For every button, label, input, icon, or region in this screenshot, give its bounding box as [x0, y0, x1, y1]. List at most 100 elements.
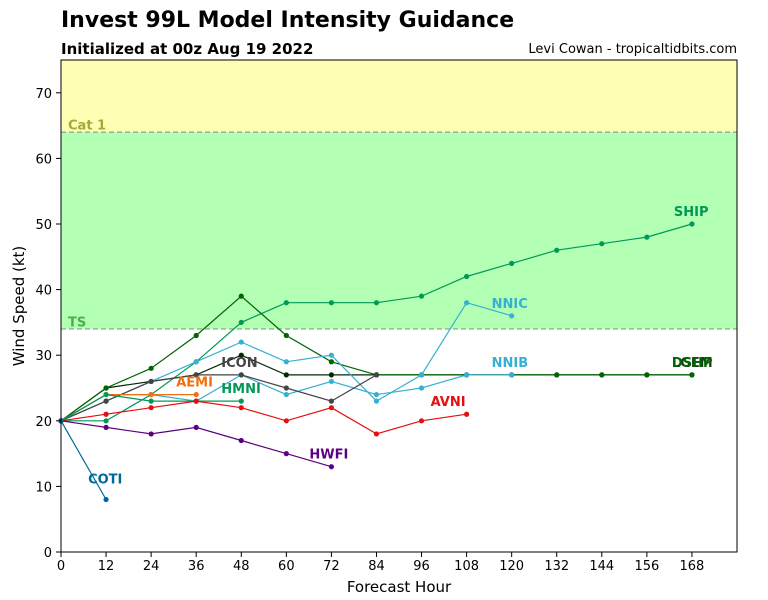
series-point-avni [103, 411, 109, 417]
x-tick-label: 36 [188, 559, 205, 574]
plot-frame [60, 59, 738, 553]
series-point-icon [328, 398, 334, 404]
series-point-dshp [554, 372, 560, 378]
series-point-nnic [418, 372, 425, 378]
series-point-hwfi [193, 424, 199, 430]
zone-label-cat-1: Cat 1 [68, 119, 106, 134]
series-point-avni [283, 418, 289, 424]
series-point-ship [644, 234, 650, 240]
chart-title: Invest 99L Model Intensity Guidance [61, 8, 515, 33]
series-point-aemi [193, 391, 199, 398]
x-tick-label: 168 [680, 559, 705, 574]
series-point-aemi [148, 391, 154, 398]
series-point-ship [238, 319, 244, 325]
zone-label-ts: TS [68, 315, 86, 330]
series-point-ship [509, 260, 515, 266]
y-tick-label: 20 [35, 415, 52, 430]
y-tick-label: 60 [35, 152, 52, 167]
series-line-coti [60, 420, 107, 500]
series-point-lgem [328, 372, 334, 378]
series-point-avni [373, 431, 380, 437]
series-point-nnic [373, 398, 380, 404]
series-point-avni [148, 405, 154, 411]
y-tick-label: 0 [44, 546, 52, 561]
series-point-nnib [418, 385, 425, 391]
x-tick-label: 24 [143, 559, 160, 574]
series-point-nnic [328, 352, 334, 358]
series-label-hmni: HMNI [221, 382, 261, 397]
series-point-avni [464, 411, 470, 417]
y-tick-label: 10 [35, 480, 52, 495]
series-point-icon [238, 372, 244, 378]
series-point-coti [103, 496, 109, 503]
intensity-zones: TS Cat 1 [61, 60, 737, 330]
series-point-icon [148, 378, 154, 385]
y-tick-label: 40 [35, 284, 52, 299]
series-point-ship [418, 293, 425, 299]
x-tick-label: 144 [589, 559, 614, 574]
y-tick-label: 70 [35, 87, 52, 102]
series-point-nnib [373, 391, 380, 398]
series-point-nnic [238, 339, 244, 345]
series-lines [58, 221, 695, 503]
series-point-avni [418, 418, 425, 424]
chart-subtitle: Initialized at 00z Aug 19 2022 [61, 40, 314, 58]
x-axis-title: Forecast Hour [347, 578, 452, 596]
x-tick-label: 156 [634, 559, 659, 574]
series-point-hwfi [103, 424, 109, 430]
series-point-hwfi [283, 451, 289, 457]
series-label-hwfi: HWFI [309, 448, 348, 463]
axes: 0 12 24 36 48 60 72 84 96 108 120 132 144 156 168 0 10 20… [35, 59, 738, 574]
series-point-ship [464, 273, 470, 280]
series-point-nnic [283, 359, 289, 365]
series-point-ship [599, 241, 605, 247]
series-point-dshp [328, 359, 334, 365]
series-point-lgem [283, 372, 289, 378]
series-point-ship [689, 221, 695, 227]
x-tick-label: 96 [413, 559, 430, 574]
series-point-nnib [283, 391, 289, 398]
x-tick-label: 0 [57, 559, 65, 574]
series-point-dshp [238, 293, 244, 299]
series-point-nnic [464, 300, 470, 306]
series-label-lgem: LGEM [672, 356, 713, 371]
series-line-avni [60, 400, 467, 435]
series-label-coti: COTI [88, 473, 122, 488]
series-point-avni [238, 405, 244, 411]
series-point-nnib [328, 378, 334, 385]
series-point-dshp [644, 372, 650, 378]
series-point-ship [103, 418, 109, 424]
series-point-dshp [689, 372, 695, 378]
series-point-lgem [238, 352, 244, 358]
series-label-icon: ICON [221, 356, 257, 371]
series-label-ship: SHIP [674, 205, 709, 220]
x-tick-label: 72 [323, 559, 340, 574]
series-point-avni [193, 398, 199, 404]
series-point-ship [373, 300, 380, 306]
series-label-nnic: NNIC [492, 297, 528, 312]
series-label-avni: AVNI [431, 395, 466, 410]
series-point-dshp [599, 372, 605, 378]
x-tick-label: 12 [98, 559, 115, 574]
series-point-icon [283, 385, 289, 391]
series-point-dshp [148, 365, 154, 371]
series-point-dshp [193, 332, 199, 339]
series-point-nnic [193, 359, 199, 365]
series-point-nnic [509, 313, 515, 319]
series-line-icon [60, 374, 377, 422]
zone-band-cat-1 [61, 60, 737, 133]
x-tick-label: 60 [278, 559, 295, 574]
series-point-hwfi [328, 464, 334, 470]
series-point-icon [103, 398, 109, 404]
x-tick-label: 108 [454, 559, 479, 574]
x-tick-label: 48 [233, 559, 250, 574]
series-point-dshp [103, 385, 109, 391]
series-point-icon [373, 372, 380, 378]
x-tick-label: 84 [368, 559, 385, 574]
x-tick-label: 120 [499, 559, 524, 574]
series-point-ship [554, 247, 560, 253]
y-axis-title: Wind Speed (kt) [10, 246, 28, 367]
series-point-hmni [238, 398, 244, 404]
series-label-nnib: NNIB [492, 356, 529, 371]
series-label-dshp: DSHP [672, 356, 713, 371]
